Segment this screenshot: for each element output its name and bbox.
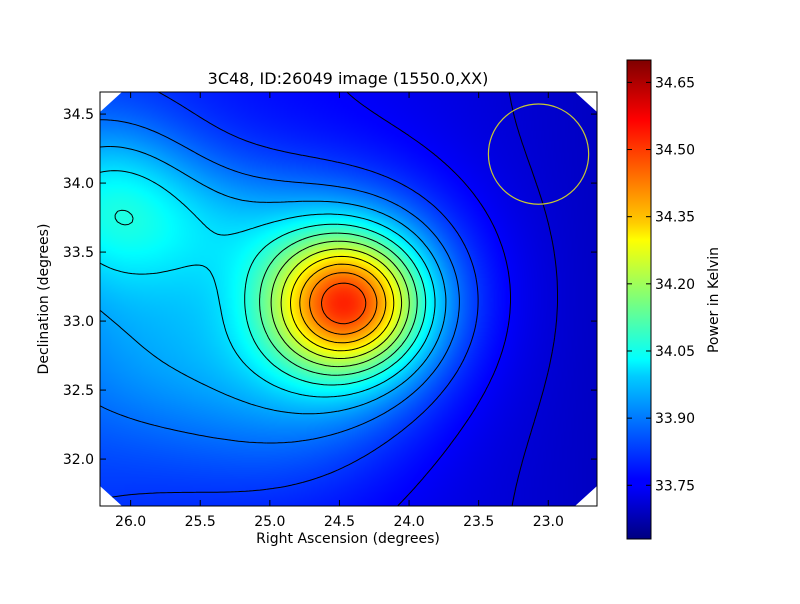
contour-level-6 [114,209,427,386]
y-tick-label: 33.5 [63,245,94,261]
colorbar-tick-label: 34.50 [655,143,695,159]
contour-level-0 [508,92,558,506]
colorbar-ticks: 33.75 33.90 34.05 34.20 34.35 34.50 34.65 [627,75,695,494]
x-tick-label: 25.0 [254,514,285,530]
x-tick-label: 26.0 [115,514,146,530]
y-tick-label: 34.0 [63,176,94,192]
x-tick-label: 25.5 [185,514,216,530]
colorbar-tick-label: 34.65 [655,75,695,91]
y-tick-label: 32.5 [63,383,94,399]
colorbar-label: Power in Kelvin [706,247,722,353]
colorbar-tick-label: 33.90 [655,411,695,427]
y-tick-label: 34.5 [63,107,94,123]
contour-level-5 [100,170,436,398]
colorbar-gradient [626,59,652,540]
heatmap-image [100,92,597,506]
contour-lines [100,92,558,506]
contour-level-2 [100,92,479,501]
y-tick-label: 33.0 [63,314,94,330]
corner-mask-br [575,486,597,506]
x-axis-label: Right Ascension (degrees) [256,531,440,547]
contour-level-3 [100,119,460,444]
y-axis: 32.0 32.5 33.0 33.5 34.0 34.5 [63,107,597,468]
beam-circle [487,103,590,205]
x-tick-label: 23.0 [533,514,564,530]
x-tick-label: 23.5 [463,514,494,530]
contour-level-9 [280,248,403,359]
corner-mask-tl [100,92,122,112]
x-tick-label: 24.5 [324,514,355,530]
heatmap-area [100,92,597,506]
contour-level-4 [100,146,447,415]
corner-mask-tr [575,92,597,112]
contour-level-8 [270,240,410,368]
contour-level-1 [346,92,511,506]
colorbar-tick-label: 33.75 [655,478,695,494]
chart-title: 3C48, ID:26049 image (1550.0,XX) [208,69,489,88]
colorbar: 33.75 33.90 34.05 34.20 34.35 34.50 34.65 Powe… [626,59,722,540]
corner-mask-bl [100,486,122,506]
contour-level-10 [290,255,395,352]
contour-level-7 [259,232,418,376]
y-axis-label: Declination (degrees) [36,224,52,375]
colorbar-tick-label: 34.35 [655,210,695,226]
colorbar-tick-label: 34.20 [655,277,695,293]
y-tick-label: 32.0 [63,452,94,468]
contour-level-12 [309,272,378,335]
x-tick-label: 24.0 [393,514,424,530]
colorbar-tick-label: 34.05 [655,344,695,360]
plot-frame [99,91,598,507]
contour-level-13 [321,282,367,325]
x-axis: 26.0 25.5 25.0 24.5 24.0 23.5 23.0 [115,92,564,530]
contour-level-11 [299,263,387,344]
